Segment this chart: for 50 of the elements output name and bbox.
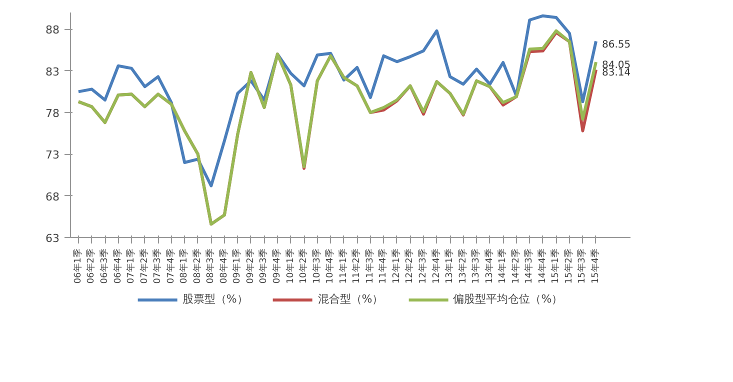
x-tick-label: 08年3季 bbox=[205, 248, 216, 284]
x-tick-label: 07年3季 bbox=[152, 248, 164, 284]
x-tick-label: 14年3季 bbox=[524, 248, 535, 284]
x-tick-label: 08年2季 bbox=[192, 248, 203, 284]
x-tick-label: 09年1季 bbox=[232, 248, 243, 284]
x-tick-label: 15年3季 bbox=[576, 248, 588, 284]
x-tick-label: 13年2季 bbox=[457, 248, 468, 284]
x-tick-label: 09年3季 bbox=[258, 248, 270, 284]
x-tick-label: 08年4季 bbox=[218, 248, 230, 284]
x-tick-label: 14年4季 bbox=[536, 248, 548, 284]
y-tick-label: 73 bbox=[46, 148, 60, 162]
y-tick-label: 88 bbox=[46, 24, 60, 37]
x-tick-label: 11年1季 bbox=[338, 248, 349, 284]
x-tick-label: 09年4季 bbox=[272, 248, 283, 284]
x-tick-label: 11年4季 bbox=[378, 248, 389, 284]
x-tick-label: 10年3季 bbox=[311, 248, 322, 284]
legend-label: 混合型（%） bbox=[318, 292, 384, 306]
x-tick-label: 06年4季 bbox=[112, 248, 124, 284]
y-tick-label: 78 bbox=[46, 107, 60, 120]
x-tick-label: 13年4季 bbox=[484, 248, 495, 284]
x-tick-label: 06年1季 bbox=[72, 248, 84, 284]
x-tick-label: 15年4季 bbox=[590, 248, 601, 284]
x-tick-label: 15年1季 bbox=[550, 248, 562, 284]
y-tick-label: 63 bbox=[46, 232, 60, 245]
x-tick-label: 07年4季 bbox=[165, 248, 176, 284]
x-tick-label: 13年3季 bbox=[470, 248, 482, 284]
x-tick-label: 12年4季 bbox=[430, 248, 442, 284]
x-tick-label: 07年2季 bbox=[138, 248, 150, 284]
x-tick-label: 13年1季 bbox=[444, 248, 456, 284]
y-tick-label: 83 bbox=[46, 65, 60, 78]
x-tick-label: 10年4季 bbox=[324, 248, 336, 284]
legend-label: 股票型（%） bbox=[182, 292, 248, 306]
x-tick-label: 11年3季 bbox=[364, 248, 376, 284]
x-tick-label: 09年2季 bbox=[244, 248, 256, 284]
x-tick-label: 12年1季 bbox=[390, 248, 402, 284]
x-tick-label: 12年3季 bbox=[417, 248, 428, 284]
legend-label: 偏股型平均仓位（%） bbox=[453, 292, 563, 306]
x-tick-label: 10年1季 bbox=[284, 248, 296, 284]
x-tick-label: 14年1季 bbox=[497, 248, 508, 284]
annotation: 86.55 bbox=[602, 39, 631, 50]
x-tick-label: 12年2季 bbox=[404, 248, 416, 284]
x-tick-label: 08年1季 bbox=[178, 248, 190, 284]
x-tick-label: 07年1季 bbox=[126, 248, 137, 284]
y-tick-label: 68 bbox=[46, 190, 60, 204]
x-tick-label: 06年3季 bbox=[99, 248, 110, 284]
x-tick-label: 06年2季 bbox=[86, 248, 97, 284]
x-tick-label: 14年2季 bbox=[510, 248, 522, 284]
x-tick-label: 10年2季 bbox=[298, 248, 310, 284]
x-tick-label: 11年2季 bbox=[351, 248, 362, 284]
x-tick-label: 15年2季 bbox=[563, 248, 574, 284]
